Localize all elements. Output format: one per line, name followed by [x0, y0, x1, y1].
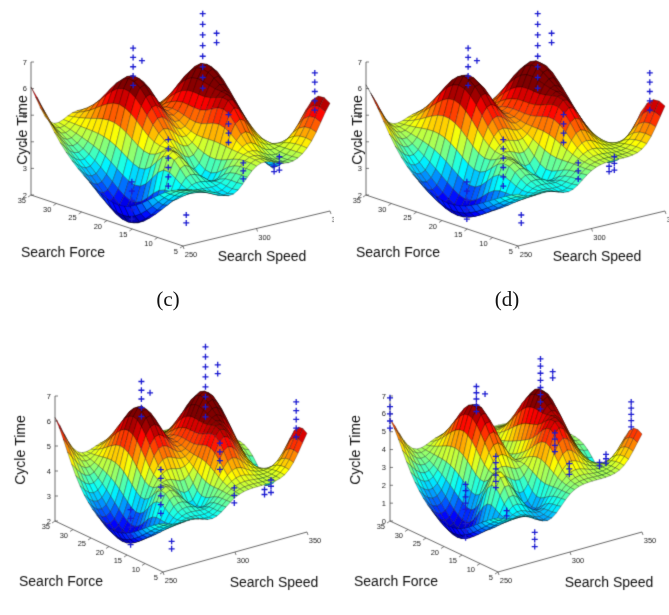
- surface-plot-top-left: [0, 0, 334, 307]
- surface-plot-bottom-left: [0, 308, 334, 615]
- surface-plot-bottom-right: [335, 308, 669, 615]
- surface-plot-top-right: [335, 0, 669, 307]
- subplot-caption-c: (c): [156, 287, 180, 311]
- subplot-caption-d: (d): [494, 287, 520, 311]
